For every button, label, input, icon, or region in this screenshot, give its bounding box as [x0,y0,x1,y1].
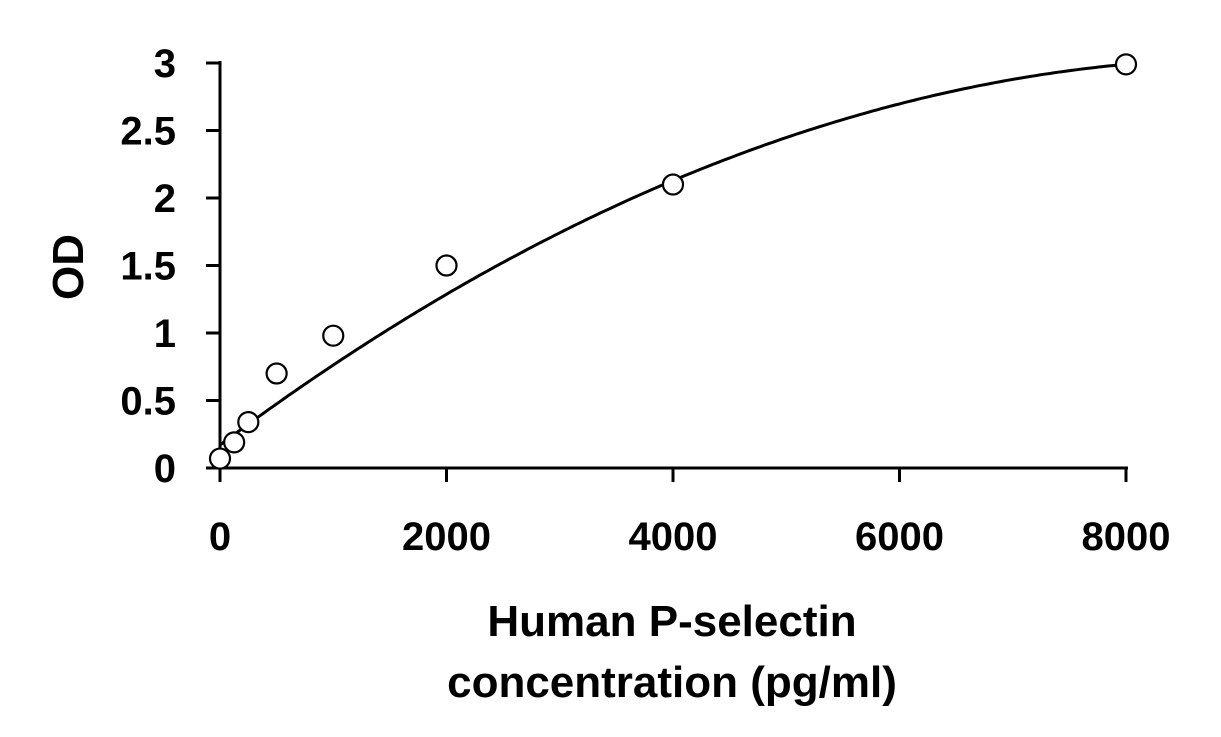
data-point [322,324,345,347]
y-tick-label: 1.5 [120,245,176,289]
x-tick-label: 4000 [629,515,718,559]
x-tick-label: 6000 [855,515,944,559]
data-point [237,411,260,434]
y-tick-label: 1 [154,312,176,356]
y-tick-label: 0.5 [120,380,176,424]
y-tick-label: 2.5 [120,110,176,154]
trendline [219,62,1127,447]
x-tick-label: 0 [209,515,231,559]
x-axis-title-line-2: concentration (pg/ml) [447,658,897,707]
data-point [435,254,458,277]
y-axis-ticks: 0 0.5 1 1.5 2 2.5 3 [120,42,220,491]
x-tick-label: 2000 [402,515,491,559]
axes [218,61,1128,470]
x-tick-label: 8000 [1082,515,1171,559]
y-axis-title: OD [44,234,93,300]
y-tick-label: 0 [154,447,176,491]
data-point [265,362,288,385]
x-axis-title-line-1: Human P-selectin [487,597,856,646]
y-tick-label: 3 [154,42,176,86]
data-point [223,431,246,454]
y-tick-label: 2 [154,177,176,221]
data-point [661,173,685,196]
x-axis-ticks: 0 2000 4000 6000 8000 [209,468,1171,559]
data-point [208,447,232,470]
data-points [208,53,1138,470]
data-point [1114,53,1138,76]
